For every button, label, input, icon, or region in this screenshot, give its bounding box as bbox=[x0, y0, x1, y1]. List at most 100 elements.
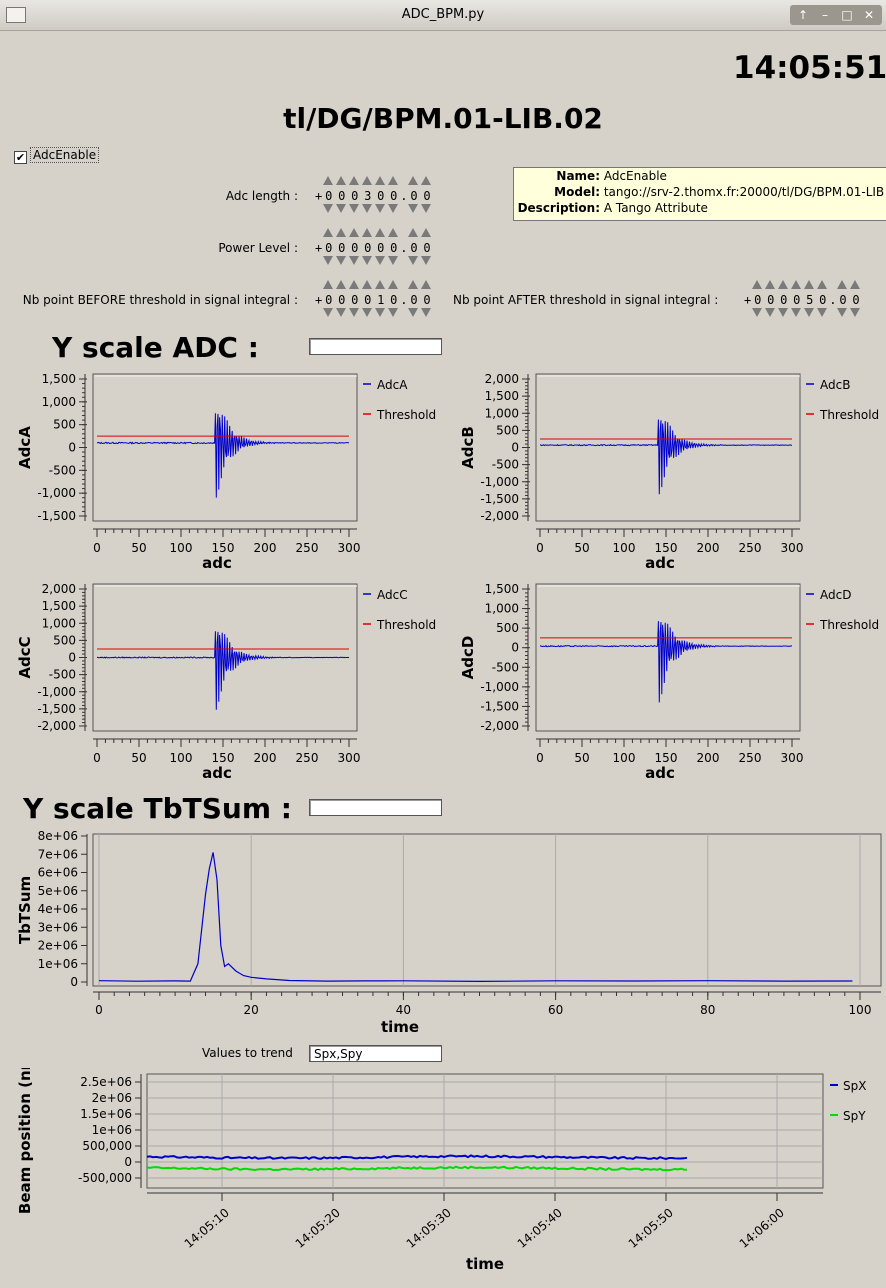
increment-arrow-icon[interactable] bbox=[323, 228, 334, 237]
decrement-arrow-icon[interactable] bbox=[388, 256, 399, 265]
wheel-digit[interactable]: 0 bbox=[790, 280, 803, 317]
increment-arrow-icon[interactable] bbox=[388, 280, 399, 289]
wheel-digit[interactable]: 5 bbox=[803, 280, 816, 317]
adc-length-wheel[interactable]: +0 0 0 3 0 0. 0 0 bbox=[315, 176, 433, 213]
maximize-icon[interactable]: □ bbox=[841, 8, 853, 22]
increment-arrow-icon[interactable] bbox=[408, 176, 419, 185]
decrement-arrow-icon[interactable] bbox=[817, 308, 828, 317]
decrement-arrow-icon[interactable] bbox=[336, 256, 347, 265]
close-icon[interactable]: ✕ bbox=[863, 8, 875, 22]
decrement-arrow-icon[interactable] bbox=[765, 308, 776, 317]
decrement-arrow-icon[interactable] bbox=[323, 204, 334, 213]
decrement-arrow-icon[interactable] bbox=[421, 308, 432, 317]
decrement-arrow-icon[interactable] bbox=[323, 256, 334, 265]
decrement-arrow-icon[interactable] bbox=[323, 308, 334, 317]
decrement-arrow-icon[interactable] bbox=[408, 256, 419, 265]
decrement-arrow-icon[interactable] bbox=[804, 308, 815, 317]
wheel-digit[interactable]: 0 bbox=[387, 176, 400, 213]
wheel-digit[interactable]: 0 bbox=[374, 176, 387, 213]
increment-arrow-icon[interactable] bbox=[388, 176, 399, 185]
check-icon[interactable]: ✔ bbox=[14, 151, 27, 164]
decrement-arrow-icon[interactable] bbox=[349, 256, 360, 265]
decrement-arrow-icon[interactable] bbox=[778, 308, 789, 317]
increment-arrow-icon[interactable] bbox=[336, 280, 347, 289]
increment-arrow-icon[interactable] bbox=[349, 228, 360, 237]
wheel-digit[interactable]: 0 bbox=[420, 228, 433, 265]
decrement-arrow-icon[interactable] bbox=[408, 204, 419, 213]
wheel-digit[interactable]: 0 bbox=[777, 280, 790, 317]
increment-arrow-icon[interactable] bbox=[817, 280, 828, 289]
wheel-digit[interactable]: 0 bbox=[335, 228, 348, 265]
increment-arrow-icon[interactable] bbox=[362, 280, 373, 289]
wheel-digit[interactable]: 0 bbox=[836, 280, 849, 317]
adc-b-plot[interactable]: 2,0001,5001,0005000-500-1,000-1,500-2,00… bbox=[443, 368, 886, 578]
decrement-arrow-icon[interactable] bbox=[362, 204, 373, 213]
decrement-arrow-icon[interactable] bbox=[752, 308, 763, 317]
wheel-digit[interactable]: 0 bbox=[420, 176, 433, 213]
increment-arrow-icon[interactable] bbox=[791, 280, 802, 289]
increment-arrow-icon[interactable] bbox=[752, 280, 763, 289]
increment-arrow-icon[interactable] bbox=[765, 280, 776, 289]
wheel-digit[interactable]: 0 bbox=[407, 280, 420, 317]
wheel-digit[interactable]: 0 bbox=[387, 280, 400, 317]
decrement-arrow-icon[interactable] bbox=[375, 256, 386, 265]
nb-after-wheel[interactable]: +0 0 0 0 5 0. 0 0 bbox=[744, 280, 862, 317]
beam-position-plot[interactable]: 14:05:10 14:05:20 14:05:30 14:05:40 14:05:50… bbox=[0, 1068, 886, 1278]
increment-arrow-icon[interactable] bbox=[323, 280, 334, 289]
increment-arrow-icon[interactable] bbox=[850, 280, 861, 289]
wheel-digit[interactable]: 0 bbox=[361, 280, 374, 317]
wheel-digit[interactable]: 0 bbox=[764, 280, 777, 317]
decrement-arrow-icon[interactable] bbox=[336, 204, 347, 213]
adc-enable-checkbox[interactable]: ✔ AdcEnable bbox=[14, 147, 100, 164]
minimize-icon[interactable]: – bbox=[822, 8, 828, 22]
increment-arrow-icon[interactable] bbox=[408, 228, 419, 237]
increment-arrow-icon[interactable] bbox=[349, 280, 360, 289]
wheel-digit[interactable]: 0 bbox=[322, 228, 335, 265]
adc-c-plot[interactable]: 2,0001,5001,0005000-500-1,000-1,500-2,00… bbox=[0, 578, 443, 788]
wheel-digit[interactable]: 0 bbox=[335, 176, 348, 213]
increment-arrow-icon[interactable] bbox=[336, 176, 347, 185]
tbtsum-plot[interactable]: 0 20 40 60 80 100 8e+06 7e+06 6e+06 5e+06 4e+06 3e+… bbox=[0, 826, 886, 1038]
decrement-arrow-icon[interactable] bbox=[336, 308, 347, 317]
decrement-arrow-icon[interactable] bbox=[791, 308, 802, 317]
increment-arrow-icon[interactable] bbox=[778, 280, 789, 289]
decrement-arrow-icon[interactable] bbox=[421, 204, 432, 213]
wheel-digit[interactable]: 0 bbox=[420, 280, 433, 317]
wheel-digit[interactable]: 0 bbox=[387, 228, 400, 265]
increment-arrow-icon[interactable] bbox=[421, 280, 432, 289]
decrement-arrow-icon[interactable] bbox=[388, 308, 399, 317]
decrement-arrow-icon[interactable] bbox=[362, 308, 373, 317]
increment-arrow-icon[interactable] bbox=[804, 280, 815, 289]
increment-arrow-icon[interactable] bbox=[388, 228, 399, 237]
decrement-arrow-icon[interactable] bbox=[375, 204, 386, 213]
power-level-wheel[interactable]: +0 0 0 0 0 0. 0 0 bbox=[315, 228, 433, 265]
increment-arrow-icon[interactable] bbox=[421, 228, 432, 237]
wheel-digit[interactable]: 0 bbox=[407, 228, 420, 265]
decrement-arrow-icon[interactable] bbox=[349, 204, 360, 213]
wheel-digit[interactable]: 0 bbox=[751, 280, 764, 317]
decrement-arrow-icon[interactable] bbox=[375, 308, 386, 317]
increment-arrow-icon[interactable] bbox=[375, 228, 386, 237]
increment-arrow-icon[interactable] bbox=[375, 176, 386, 185]
wheel-digit[interactable]: 0 bbox=[407, 176, 420, 213]
increment-arrow-icon[interactable] bbox=[336, 228, 347, 237]
increment-arrow-icon[interactable] bbox=[421, 176, 432, 185]
increment-arrow-icon[interactable] bbox=[375, 280, 386, 289]
wheel-digit[interactable]: 0 bbox=[348, 280, 361, 317]
increment-arrow-icon[interactable] bbox=[408, 280, 419, 289]
window-titlebar[interactable]: ADC_BPM.py ↑ – □ ✕ bbox=[0, 0, 886, 31]
yscale-adc-input[interactable] bbox=[309, 338, 442, 355]
decrement-arrow-icon[interactable] bbox=[388, 204, 399, 213]
wheel-digit[interactable]: 0 bbox=[335, 280, 348, 317]
wheel-digit[interactable]: 0 bbox=[374, 228, 387, 265]
wheel-digit[interactable]: 0 bbox=[361, 228, 374, 265]
wheel-digit[interactable]: 1 bbox=[374, 280, 387, 317]
decrement-arrow-icon[interactable] bbox=[421, 256, 432, 265]
decrement-arrow-icon[interactable] bbox=[408, 308, 419, 317]
nb-before-wheel[interactable]: +0 0 0 0 1 0. 0 0 bbox=[315, 280, 433, 317]
increment-arrow-icon[interactable] bbox=[349, 176, 360, 185]
wheel-digit[interactable]: 0 bbox=[348, 176, 361, 213]
wheel-digit[interactable]: 0 bbox=[849, 280, 862, 317]
wheel-digit[interactable]: 3 bbox=[361, 176, 374, 213]
decrement-arrow-icon[interactable] bbox=[850, 308, 861, 317]
